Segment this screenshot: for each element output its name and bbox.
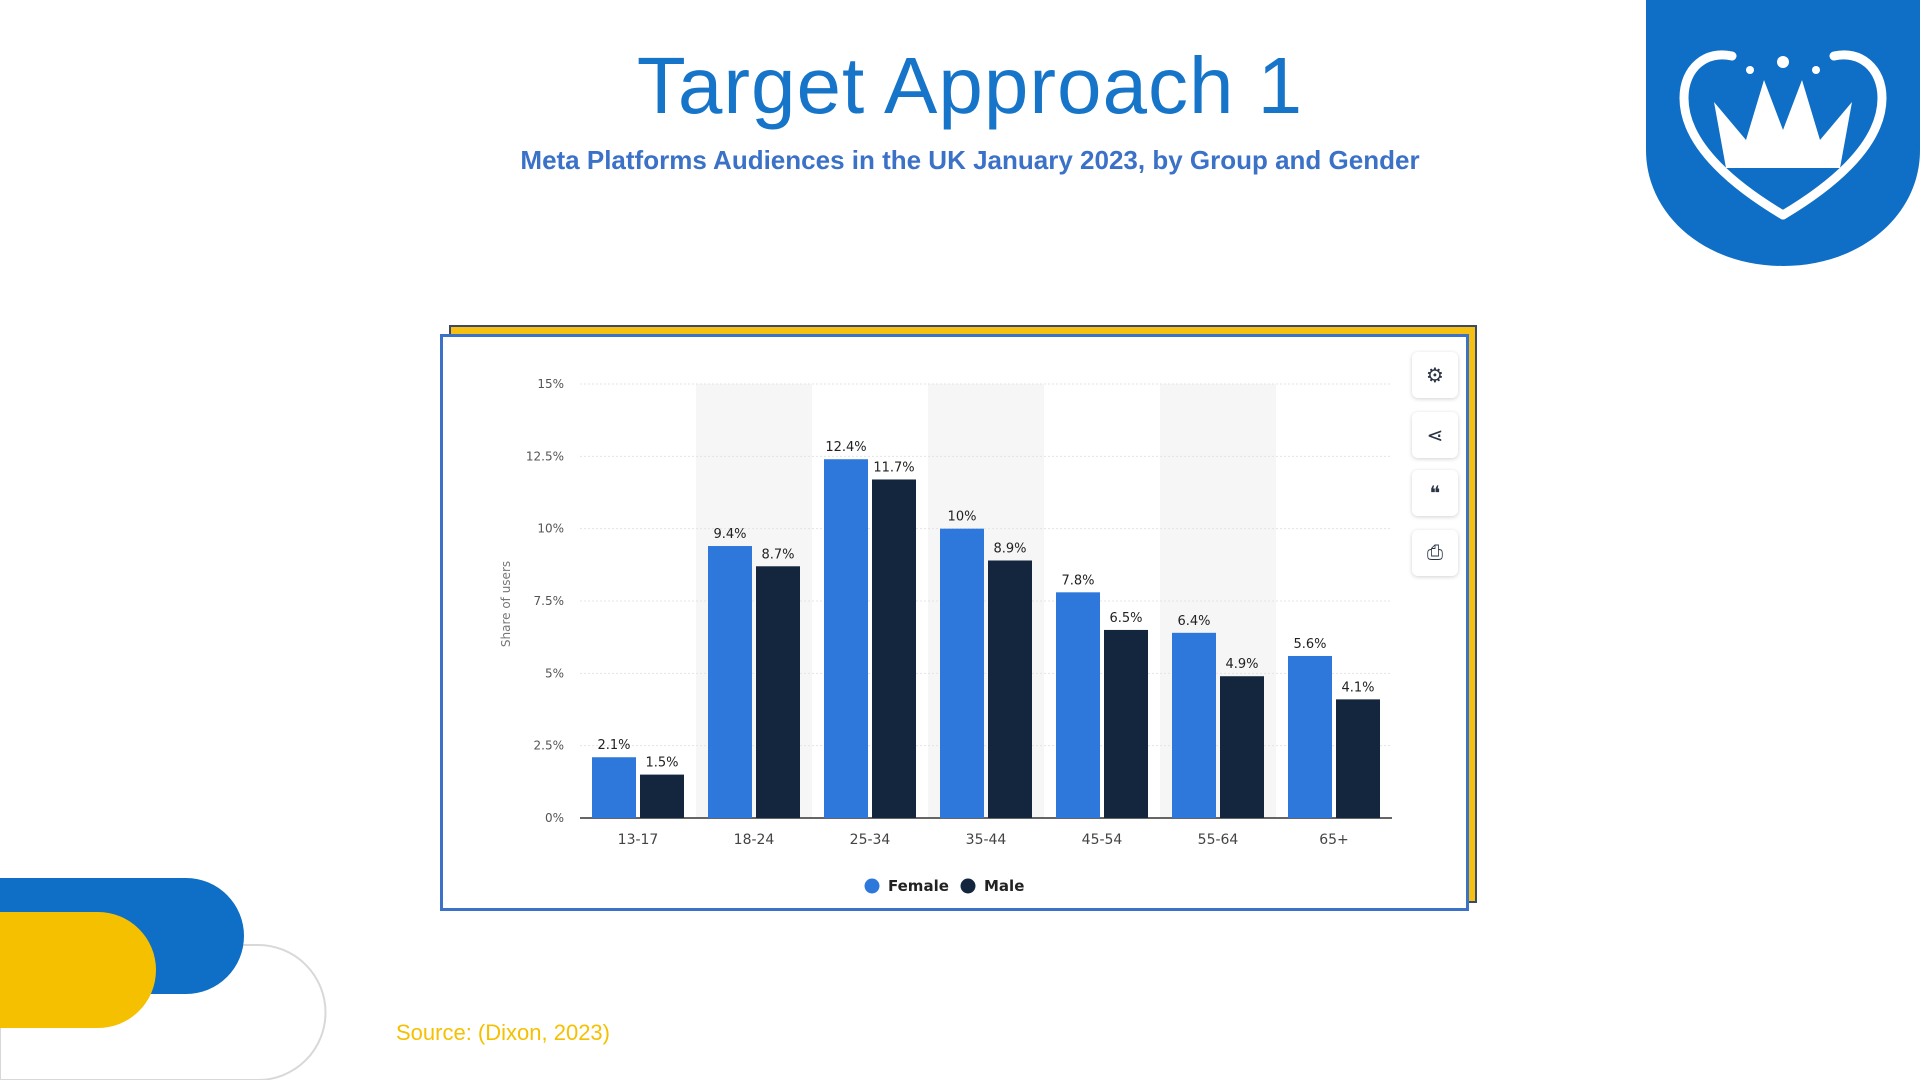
bar-male	[988, 560, 1032, 818]
slide-title: Target Approach 1	[636, 41, 1304, 130]
data-label: 10%	[948, 510, 977, 525]
print-button[interactable]: ⎙	[1412, 530, 1458, 576]
x-tick-label: 65+	[1319, 832, 1349, 848]
x-tick-label: 18-24	[734, 832, 775, 848]
data-label: 1.5%	[645, 756, 678, 771]
gear-button[interactable]: ⚙	[1412, 352, 1458, 398]
bar-male	[640, 774, 684, 818]
legend-marker-female	[864, 878, 880, 894]
y-tick-label: 0%	[545, 811, 564, 825]
y-tick-label: 5%	[545, 666, 564, 680]
legend-label-female: Female	[888, 877, 949, 895]
y-tick-label: 12.5%	[526, 449, 564, 463]
legend-marker-male	[960, 878, 976, 894]
source-citation: Source: (Dixon, 2023)	[396, 1020, 610, 1045]
bar-female	[940, 528, 984, 818]
data-label: 2.1%	[597, 738, 630, 753]
data-label: 8.7%	[761, 547, 794, 562]
bar-female	[708, 546, 752, 818]
quote-button[interactable]: ❝	[1412, 470, 1458, 516]
y-tick-label: 15%	[537, 377, 564, 391]
y-tick-label: 7.5%	[534, 594, 565, 608]
legend-label-male: Male	[984, 877, 1024, 895]
data-label: 12.4%	[825, 440, 866, 455]
x-tick-label: 25-34	[850, 832, 891, 848]
share-icon: ⋖	[1426, 424, 1444, 447]
bar-female	[824, 459, 868, 818]
x-tick-label: 35-44	[966, 832, 1007, 848]
bar-male	[1104, 629, 1148, 818]
crown-heart-logo	[1646, 0, 1920, 266]
bar-female	[1056, 592, 1100, 818]
bar-male	[756, 566, 800, 818]
bar-female	[592, 757, 636, 818]
y-axis-label: Share of users	[499, 561, 513, 647]
slide-subtitle: Meta Platforms Audiences in the UK Janua…	[520, 145, 1420, 175]
x-tick-label: 55-64	[1198, 832, 1239, 848]
bar-female	[1288, 655, 1332, 818]
data-label: 8.9%	[993, 541, 1026, 556]
data-label: 9.4%	[713, 527, 746, 542]
share-button[interactable]: ⋖	[1412, 412, 1458, 458]
data-label: 6.4%	[1177, 614, 1210, 629]
bar-male	[872, 479, 916, 818]
data-label: 7.8%	[1061, 573, 1094, 588]
bar-male	[1220, 676, 1264, 818]
bar-female	[1172, 632, 1216, 818]
corner-decoration	[0, 878, 327, 1080]
y-tick-label: 2.5%	[534, 739, 565, 753]
print-icon: ⎙	[1427, 541, 1443, 564]
data-label: 11.7%	[873, 460, 914, 475]
data-label: 5.6%	[1293, 637, 1326, 652]
quote-icon: ❝	[1429, 482, 1441, 505]
bar-male	[1336, 699, 1380, 818]
data-label: 4.1%	[1341, 680, 1374, 695]
data-label: 4.9%	[1225, 657, 1258, 672]
gear-icon: ⚙	[1426, 364, 1444, 387]
data-label: 6.5%	[1109, 611, 1142, 626]
x-tick-label: 45-54	[1082, 832, 1123, 848]
y-tick-label: 10%	[537, 522, 564, 536]
x-tick-label: 13-17	[618, 832, 659, 848]
